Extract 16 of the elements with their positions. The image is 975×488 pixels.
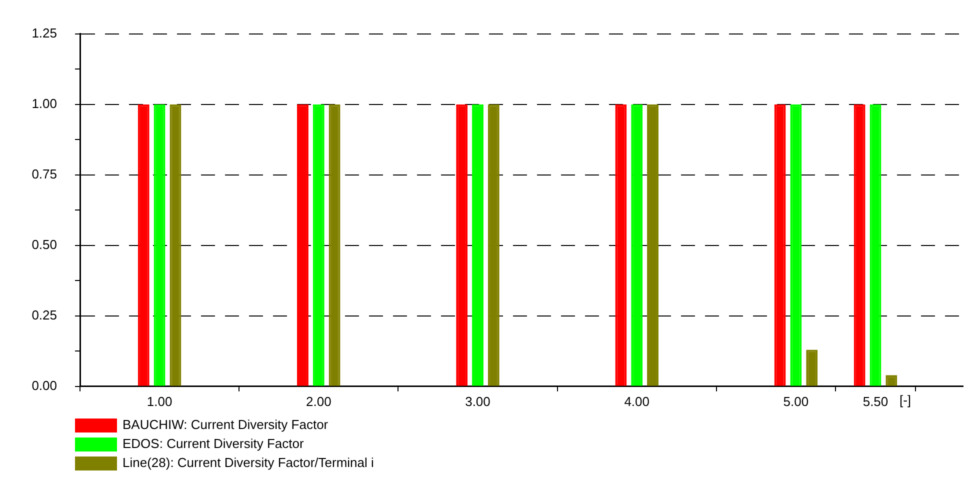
y-tick-label: 0.50 (32, 236, 57, 252)
x-tick-label: 4.00 (624, 394, 650, 409)
legend-label: EDOS: Current Diversity Factor (122, 436, 304, 452)
x-tick-label: 3.00 (465, 394, 490, 409)
y-tick-label: 1.25 (32, 25, 57, 40)
y-tick-label: 0.75 (32, 166, 57, 182)
legend-label: Line(28): Current Diversity Factor/Terminal i (122, 455, 374, 470)
legend-label: BAUCHIW: Current Diversity Factor (122, 417, 329, 432)
x-axis-title: [-] (899, 392, 912, 408)
y-tick-label: 0.00 (32, 378, 57, 393)
x-tick-label: 5.00 (783, 394, 809, 409)
x-tick-label: 1.00 (146, 394, 172, 409)
x-tick-label: 2.00 (306, 394, 332, 409)
y-tick-label: 0.25 (32, 307, 57, 322)
x-tick-label: 5.50 (862, 394, 888, 409)
y-tick-label: 1.00 (32, 96, 57, 111)
